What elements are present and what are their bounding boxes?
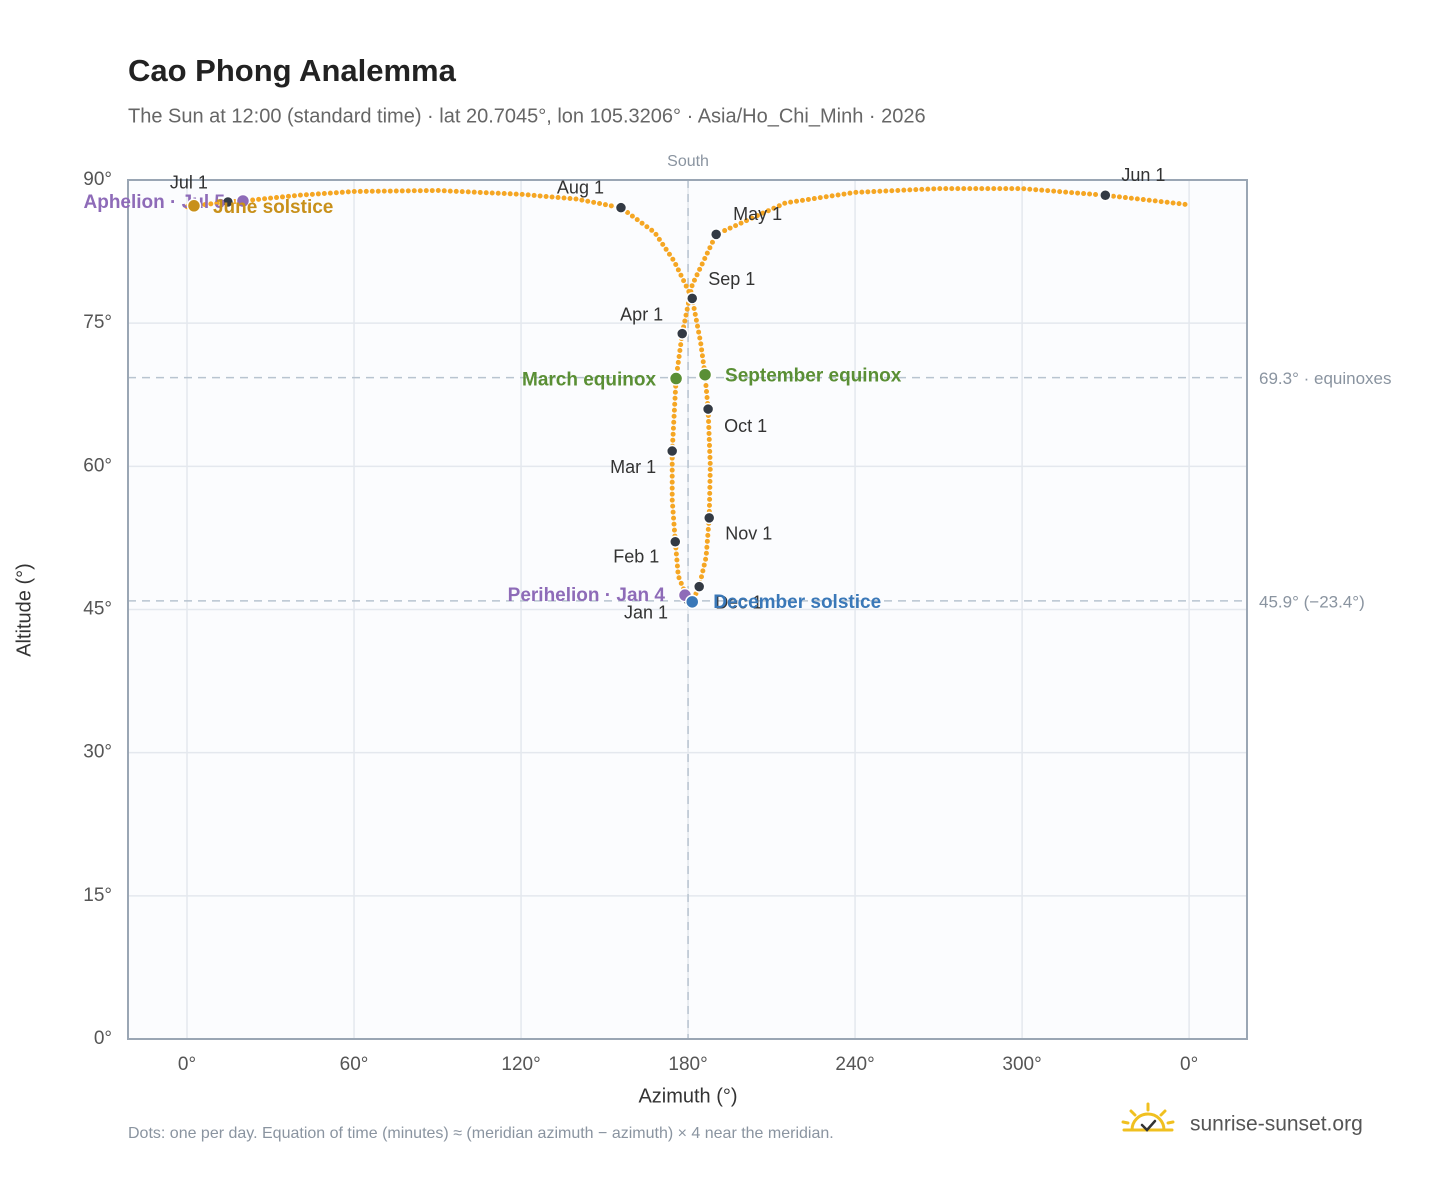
month-marker [614, 201, 628, 214]
event-label: Aphelion · Jul 5 [84, 192, 226, 213]
month-marker [221, 195, 235, 209]
y-tick-label: 15° [83, 885, 112, 906]
analemma-curve [184, 186, 1192, 605]
event-label: March equinox [522, 370, 657, 391]
meridian-label: South [667, 153, 709, 170]
x-tick-label: 60° [340, 1054, 369, 1075]
month-label: Feb 1 [613, 546, 659, 566]
month-label: Nov 1 [725, 524, 772, 544]
y-axis-label: Altitude (°) [13, 563, 35, 657]
month-label: Sep 1 [708, 269, 755, 289]
month-marker [675, 327, 689, 340]
x-axis-label: Azimuth (°) [638, 1085, 737, 1107]
month-label: Aug 1 [557, 177, 604, 197]
footnote: Dots: one per day. Equation of time (min… [128, 1125, 834, 1142]
month-marker [669, 535, 682, 548]
y-tick-label: 45° [83, 599, 112, 620]
month-marker [685, 292, 699, 305]
month-marker [692, 580, 706, 593]
event-label: June solstice [213, 197, 333, 218]
reference-label: 45.9° (−23.4°) [1259, 592, 1365, 611]
event-marker [235, 193, 251, 209]
month-label: Jul 1 [170, 173, 208, 193]
brand-icon [1121, 1102, 1175, 1132]
month-label: May 1 [733, 204, 782, 224]
y-tick-label: 75° [83, 312, 112, 333]
month-label: Jun 1 [1121, 165, 1165, 185]
y-tick-label: 30° [83, 742, 112, 763]
month-label: Jan 1 [624, 603, 668, 623]
plot-border [127, 179, 1248, 1040]
month-label: Dec 1 [715, 592, 762, 612]
event-marker [697, 367, 713, 382]
event-marker [186, 198, 202, 214]
y-tick-label: 0° [94, 1028, 112, 1049]
month-label: Mar 1 [610, 457, 656, 477]
brand: sunrise-sunset.org [1190, 1113, 1363, 1136]
month-label: Oct 1 [724, 416, 767, 436]
y-tick-label: 90° [83, 169, 112, 190]
chart-title: Cao Phong Analemma [128, 53, 457, 88]
event-label: September equinox [725, 366, 902, 387]
month-marker [701, 402, 715, 416]
month-marker [1099, 189, 1112, 202]
x-tick-label: 120° [501, 1054, 540, 1075]
x-tick-label: 0° [178, 1054, 196, 1075]
x-tick-label: 300° [1002, 1054, 1041, 1075]
x-tick-label: 180° [668, 1054, 707, 1075]
event-marker [684, 594, 700, 610]
x-tick-label: 240° [835, 1054, 874, 1075]
month-marker [665, 444, 679, 458]
event-label: Perihelion · Jan 4 [508, 585, 666, 606]
y-tick-label: 60° [83, 455, 112, 476]
month-marker [709, 228, 723, 241]
month-label: Apr 1 [620, 304, 663, 324]
chart-subtitle: The Sun at 12:00 (standard time) · lat 2… [128, 105, 926, 127]
month-marker [702, 511, 716, 525]
x-tick-label: 0° [1180, 1054, 1198, 1075]
reference-label: 69.3° · equinoxes [1259, 369, 1392, 388]
event-label: December solstice [713, 592, 881, 613]
event-marker [668, 371, 684, 386]
